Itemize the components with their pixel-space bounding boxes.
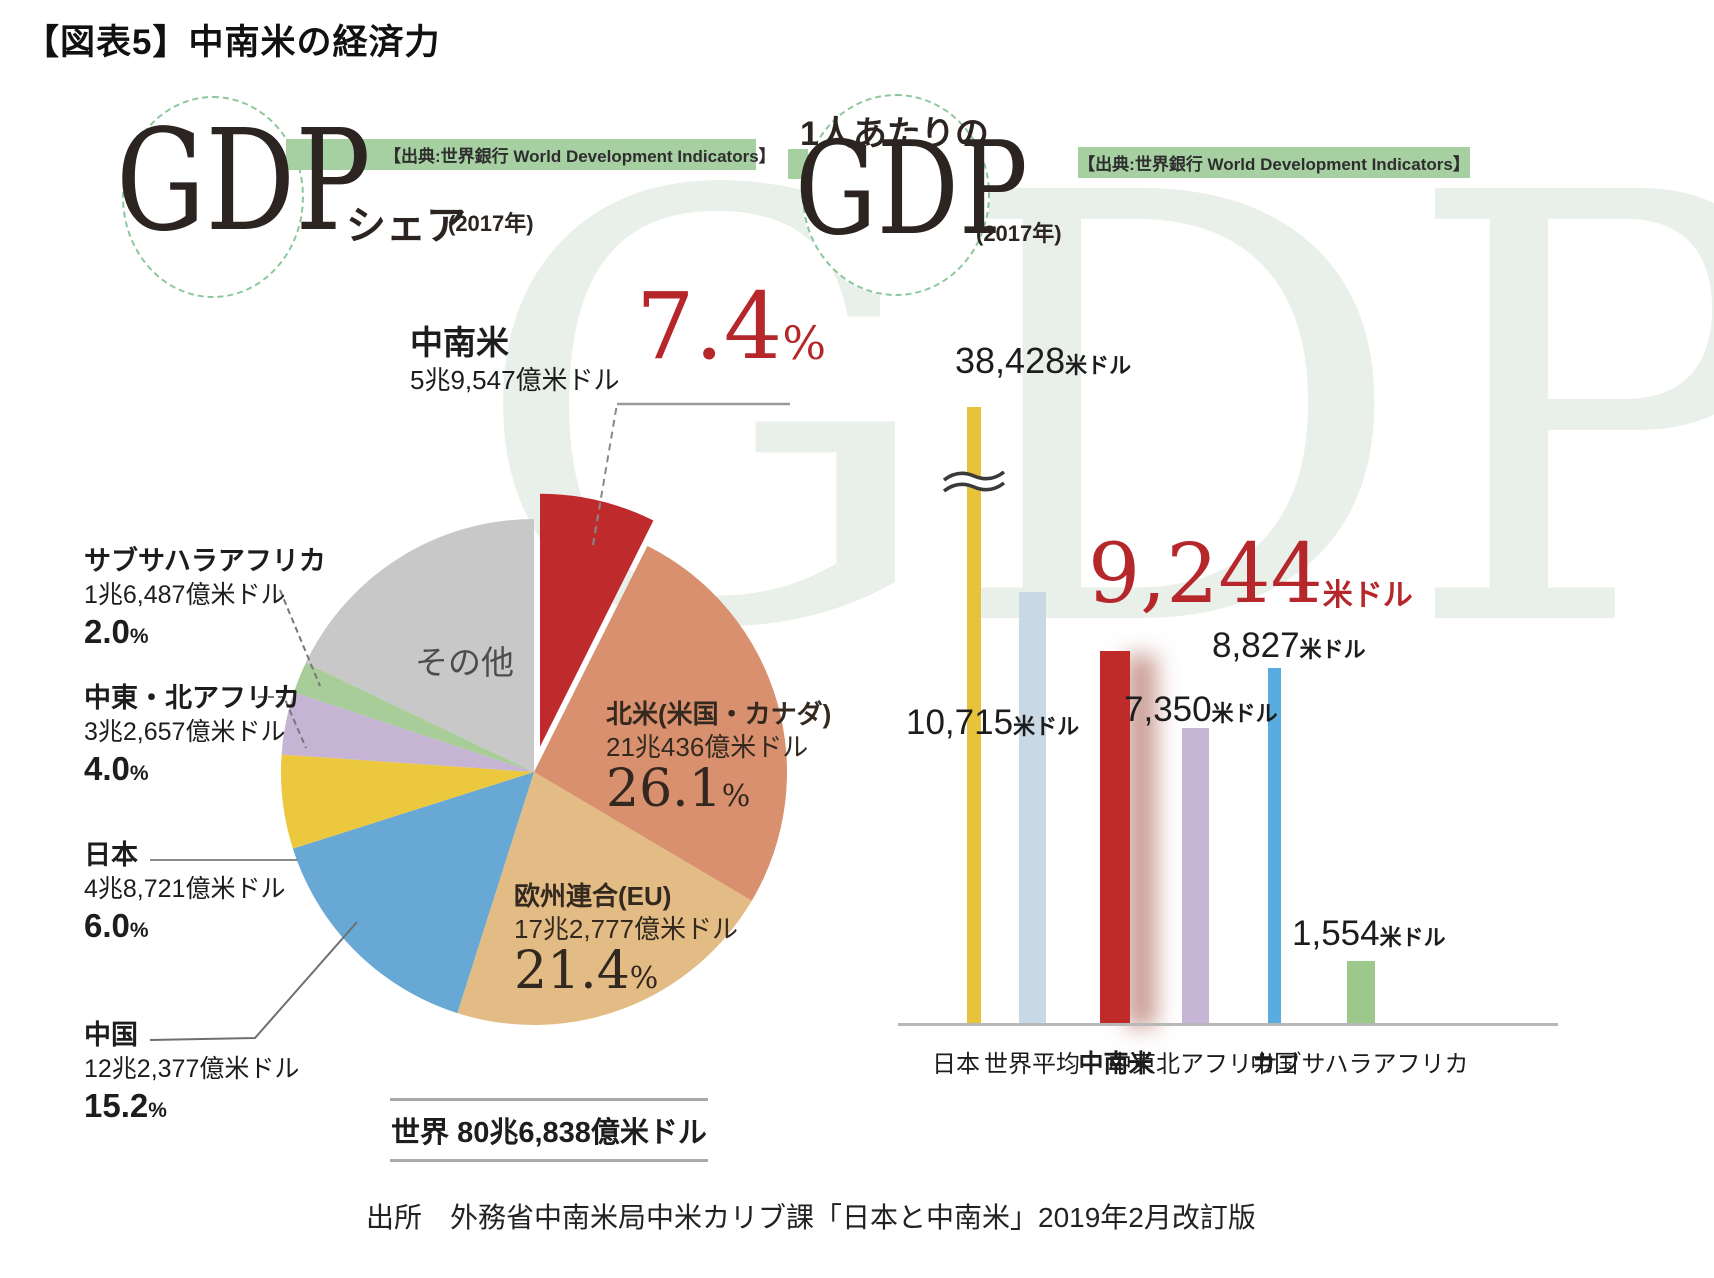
gdp-percapita-logo-text: GDP bbox=[795, 115, 1028, 264]
right-source-banner: 【出典:世界銀行 World Development Indicators】 bbox=[1078, 147, 1470, 178]
gdp-share-logo-circle bbox=[122, 96, 304, 298]
subsahara-value: 1兆6,487億米ドル bbox=[84, 581, 286, 609]
bar-中南米 bbox=[1100, 651, 1130, 1023]
mena-label-block: 中東・北アフリカ 3兆2,657億米ドル 4.0% bbox=[84, 683, 300, 787]
latam-slice-label: 中南米 bbox=[410, 324, 509, 361]
china-value: 12兆2,377億米ドル bbox=[84, 1055, 300, 1083]
bar-中東北アフリカ bbox=[1181, 728, 1209, 1023]
eu-value: 17兆2,777億米ドル bbox=[514, 913, 738, 944]
gdp-share-logo-sub: シェア bbox=[346, 204, 466, 248]
bar-サブサハラアフリカ bbox=[1347, 961, 1375, 1023]
subsahara-name: サブサハラアフリカ bbox=[84, 546, 326, 576]
japan-percent: 6.0% bbox=[84, 907, 149, 944]
gdp-share-logo-year: (2017年) bbox=[448, 211, 534, 236]
world-total: 世界 80兆6,838億米ドル bbox=[390, 1098, 708, 1162]
axis-break-icon bbox=[942, 470, 1006, 493]
subsahara-percent: 2.0% bbox=[84, 613, 149, 650]
china-bar-value: 8,827米ドル bbox=[1212, 626, 1366, 665]
latam-percent-number: 7.4 bbox=[636, 273, 783, 380]
bar-axis-line bbox=[898, 1023, 1558, 1026]
bar-category-subsahara: サブサハラアフリカ bbox=[1253, 1051, 1469, 1078]
eu-percent: 21.4% bbox=[514, 941, 659, 1001]
pie-slice-0 bbox=[539, 493, 654, 747]
latam-slice-value: 5兆9,547億米ドル bbox=[410, 365, 620, 395]
eu-label-block: 欧州連合(EU) 17兆2,777億米ドル 21.4% bbox=[514, 880, 738, 997]
others-slice-label: その他 bbox=[415, 644, 514, 681]
gdp-share-logo-text: GDP bbox=[116, 100, 371, 263]
bar-世界平均 bbox=[1018, 592, 1046, 1023]
subsahara-bar-value: 1,554米ドル bbox=[1292, 914, 1446, 953]
japan-value: 4兆8,721億米ドル bbox=[84, 875, 286, 903]
pie-slice-5 bbox=[281, 692, 534, 772]
china-label-block: 中国 12兆2,377億米ドル 15.2% bbox=[84, 1020, 300, 1124]
eu-name: 欧州連合(EU) bbox=[514, 881, 672, 911]
china-name: 中国 bbox=[84, 1020, 138, 1050]
page-title: 【図表5】中南米の経済力 bbox=[24, 23, 441, 62]
gdp-percapita-logo-year: (2017年) bbox=[976, 221, 1062, 246]
gdp-percapita-logo-circle bbox=[802, 94, 990, 296]
japan-bar-value: 38,428米ドル bbox=[955, 340, 1132, 381]
mena-bar-value: 7,350米ドル bbox=[1124, 690, 1278, 729]
latam-percent-sign: % bbox=[782, 316, 827, 371]
bar-category-mena: 中東北アフリカ bbox=[1108, 1051, 1276, 1078]
latam-slice-percent: 7.4 % bbox=[636, 273, 827, 380]
china-percent: 15.2% bbox=[84, 1087, 167, 1124]
latam-bar-value: 9,244 米ドル bbox=[1088, 527, 1413, 622]
mena-name: 中東・北アフリカ bbox=[84, 683, 300, 713]
source-footer: 出所 外務省中南米局中米カリブ課「日本と中南米」2019年2月改訂版 bbox=[366, 1202, 1256, 1233]
bar-category-china: 中国 bbox=[1250, 1051, 1298, 1078]
world-average-bar-value: 10,715米ドル bbox=[906, 703, 1080, 742]
bar-中国 bbox=[1267, 668, 1281, 1023]
pie-slice-1 bbox=[534, 545, 787, 901]
bar-category-japan: 日本 bbox=[932, 1051, 980, 1078]
pie-slice-7 bbox=[305, 519, 534, 772]
north-america-value: 21兆436億米ドル bbox=[606, 731, 809, 762]
north-america-name: 北米(米国・カナダ) bbox=[606, 699, 832, 729]
japan-name: 日本 bbox=[84, 840, 138, 870]
japan-label-block: 日本 4兆8,721億米ドル 6.0% bbox=[84, 840, 286, 944]
pie-slice-6 bbox=[293, 662, 534, 772]
pie-slice-4 bbox=[281, 754, 534, 849]
right-banner-sliver bbox=[788, 149, 808, 179]
bar-日本 bbox=[967, 407, 981, 1023]
gdp-percapita-logo-prefix: 1人あたりの bbox=[800, 115, 989, 153]
mena-percent: 4.0% bbox=[84, 750, 149, 787]
bar-category-world-average: 世界平均 bbox=[984, 1051, 1080, 1078]
pie-slice-3 bbox=[292, 772, 534, 1014]
left-source-banner: 【出典:世界銀行 World Development Indicators】 bbox=[286, 139, 776, 170]
bar-category-latam: 中南米 bbox=[1078, 1050, 1154, 1078]
pie-slice-2 bbox=[457, 772, 752, 1025]
north-america-percent: 26.1% bbox=[606, 759, 751, 819]
right-source-banner-text: 【出典:世界銀行 World Development Indicators】 bbox=[1078, 155, 1470, 174]
gdp-share-pie-chart bbox=[281, 493, 787, 1025]
north-america-label-block: 北米(米国・カナダ) 21兆436億米ドル 26.1% bbox=[606, 698, 831, 815]
subsahara-label-block: サブサハラアフリカ 1兆6,487億米ドル 2.0% bbox=[84, 546, 326, 650]
mena-value: 3兆2,657億米ドル bbox=[84, 718, 286, 746]
left-source-banner-text: 【出典:世界銀行 World Development Indicators】 bbox=[384, 147, 776, 166]
